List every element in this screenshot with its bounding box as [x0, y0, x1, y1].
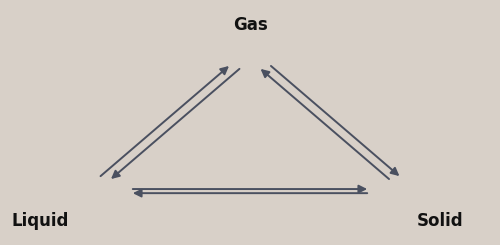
Text: Gas: Gas [232, 15, 268, 34]
Text: Liquid: Liquid [12, 211, 68, 230]
Text: Solid: Solid [416, 211, 464, 230]
